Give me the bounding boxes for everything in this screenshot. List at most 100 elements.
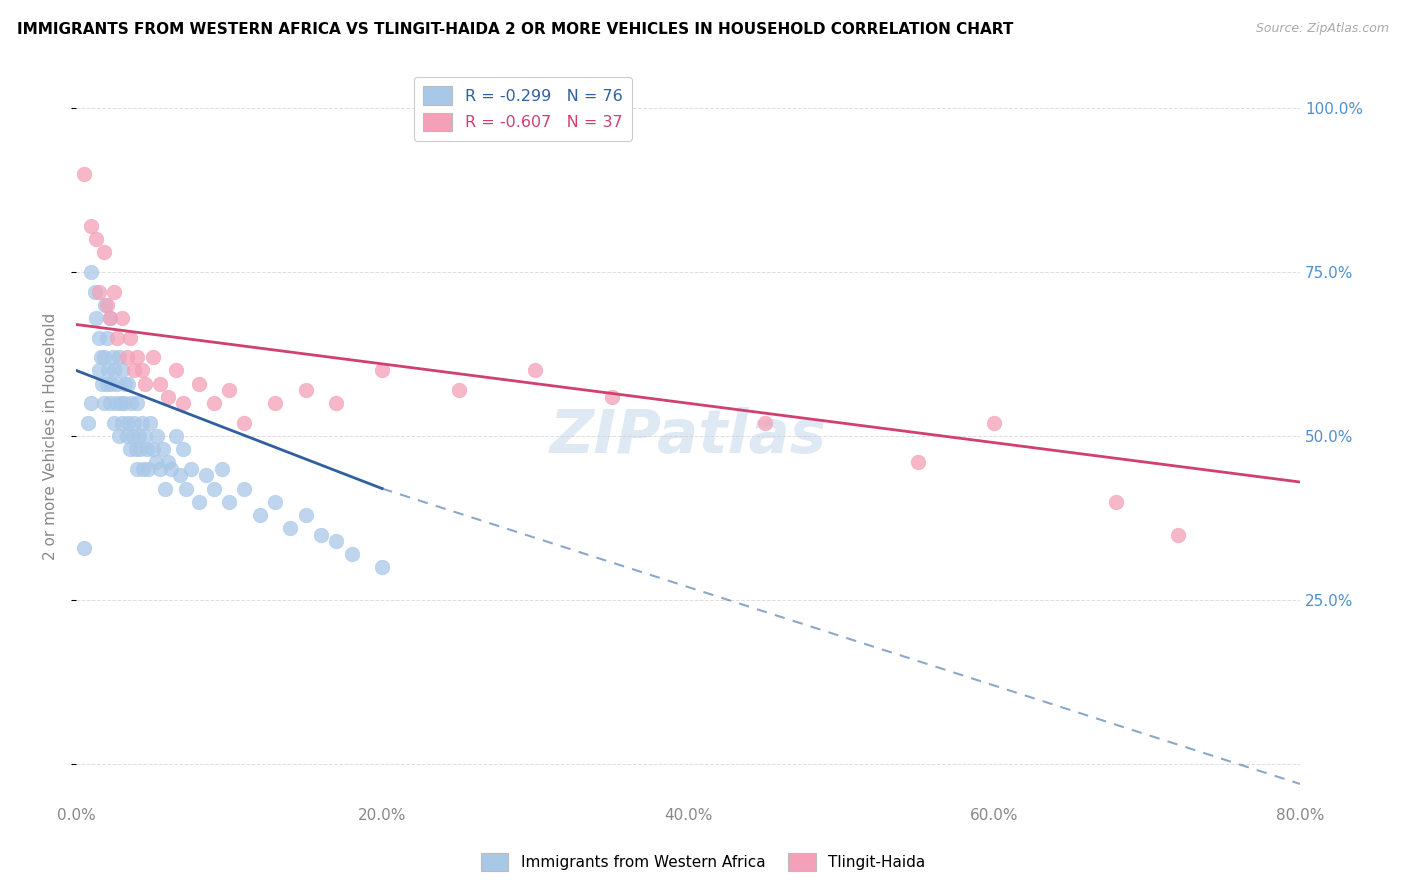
Point	[172, 396, 194, 410]
Point	[371, 560, 394, 574]
Point	[83, 285, 105, 299]
Point	[142, 442, 165, 457]
Point	[84, 310, 107, 325]
Legend: Immigrants from Western Africa, Tlingit-Haida: Immigrants from Western Africa, Tlingit-…	[472, 844, 934, 880]
Point	[138, 416, 160, 430]
Point	[111, 416, 134, 430]
Point	[107, 376, 129, 391]
Point	[169, 468, 191, 483]
Point	[100, 376, 122, 391]
Point	[127, 396, 149, 410]
Point	[149, 376, 172, 391]
Point	[91, 376, 114, 391]
Point	[115, 429, 138, 443]
Point	[233, 482, 256, 496]
Point	[135, 442, 157, 457]
Point	[98, 310, 121, 325]
Point	[134, 376, 156, 391]
Point	[233, 416, 256, 430]
Point	[202, 396, 225, 410]
Point	[156, 455, 179, 469]
Point	[93, 396, 115, 410]
Point	[114, 376, 136, 391]
Point	[118, 442, 141, 457]
Text: Source: ZipAtlas.com: Source: ZipAtlas.com	[1256, 22, 1389, 36]
Point	[97, 363, 120, 377]
Point	[98, 310, 121, 325]
Point	[149, 462, 172, 476]
Point	[983, 416, 1005, 430]
Point	[264, 396, 287, 410]
Point	[111, 363, 134, 377]
Point	[128, 429, 150, 443]
Point	[77, 416, 100, 430]
Point	[108, 351, 131, 365]
Point	[80, 396, 103, 410]
Point	[180, 462, 202, 476]
Point	[176, 482, 198, 496]
Point	[211, 462, 233, 476]
Point	[96, 330, 118, 344]
Point	[136, 462, 159, 476]
Point	[101, 351, 124, 365]
Point	[294, 508, 316, 522]
Point	[104, 396, 127, 410]
Point	[1105, 494, 1128, 508]
Point	[93, 351, 115, 365]
Point	[115, 351, 138, 365]
Point	[103, 416, 125, 430]
Point	[90, 351, 112, 365]
Point	[121, 429, 143, 443]
Point	[156, 390, 179, 404]
Point	[754, 416, 776, 430]
Point	[127, 462, 149, 476]
Point	[87, 330, 110, 344]
Point	[1167, 527, 1189, 541]
Point	[73, 541, 96, 555]
Point	[165, 429, 187, 443]
Legend: R = -0.299   N = 76, R = -0.607   N = 37: R = -0.299 N = 76, R = -0.607 N = 37	[413, 77, 633, 141]
Y-axis label: 2 or more Vehicles in Household: 2 or more Vehicles in Household	[44, 312, 58, 559]
Point	[117, 416, 139, 430]
Point	[160, 462, 183, 476]
Point	[120, 396, 142, 410]
Point	[371, 363, 394, 377]
Point	[218, 494, 240, 508]
Point	[80, 265, 103, 279]
Point	[187, 376, 209, 391]
Point	[907, 455, 929, 469]
Point	[172, 442, 194, 457]
Point	[309, 527, 332, 541]
Point	[129, 442, 152, 457]
Point	[165, 363, 187, 377]
Point	[112, 396, 135, 410]
Point	[127, 351, 149, 365]
Point	[249, 508, 271, 522]
Point	[264, 494, 287, 508]
Point	[73, 167, 96, 181]
Text: IMMIGRANTS FROM WESTERN AFRICA VS TLINGIT-HAIDA 2 OR MORE VEHICLES IN HOUSEHOLD : IMMIGRANTS FROM WESTERN AFRICA VS TLINGI…	[17, 22, 1014, 37]
Point	[80, 219, 103, 233]
Point	[103, 285, 125, 299]
Point	[202, 482, 225, 496]
Text: ZIPatlas: ZIPatlas	[550, 407, 827, 466]
Point	[98, 396, 121, 410]
Point	[280, 521, 302, 535]
Point	[118, 330, 141, 344]
Point	[218, 383, 240, 397]
Point	[96, 298, 118, 312]
Point	[131, 363, 153, 377]
Point	[103, 363, 125, 377]
Point	[524, 363, 547, 377]
Point	[108, 429, 131, 443]
Point	[600, 390, 623, 404]
Point	[87, 285, 110, 299]
Point	[111, 310, 134, 325]
Point	[117, 376, 139, 391]
Point	[125, 442, 148, 457]
Point	[187, 494, 209, 508]
Point	[447, 383, 470, 397]
Point	[84, 232, 107, 246]
Point	[195, 468, 218, 483]
Point	[325, 534, 347, 549]
